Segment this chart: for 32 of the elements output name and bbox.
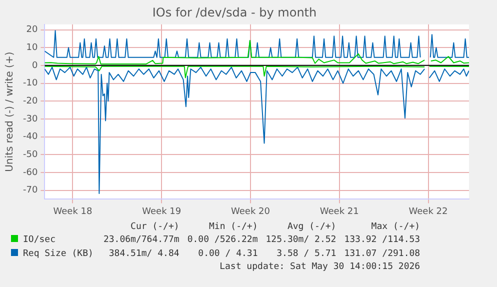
- x-tick-label: Week 21: [320, 206, 359, 217]
- legend-label: IO/sec: [23, 235, 56, 245]
- text: Min (-/+): [208, 221, 259, 233]
- legend-label: Req Size (KB): [23, 249, 94, 259]
- text: 0.00 / 4.31: [197, 248, 259, 261]
- y-tick-label: -30: [22, 114, 38, 124]
- y-tick-label: -60: [22, 168, 38, 178]
- x-tick-label: Week 20: [231, 206, 270, 217]
- x-tick-label: Week 22: [408, 206, 448, 217]
- text: 23.06m/764.77m: [102, 234, 180, 247]
- text: Cur (-/+): [130, 221, 180, 233]
- y-tick-label: -20: [22, 96, 38, 106]
- y-axis-title: Units read (-) / write (+): [4, 52, 16, 172]
- text: 3.58 / 5.71: [276, 248, 338, 261]
- y-tick-label: 10: [26, 42, 38, 53]
- y-tick-label: -10: [22, 78, 38, 89]
- chart-title: IOs for /dev/sda - by month: [152, 5, 317, 20]
- text: 133.92 /114.53: [343, 234, 422, 247]
- text: 384.51m/ 4.84: [108, 248, 180, 261]
- text: 0.00 /526.22m: [186, 234, 259, 247]
- text: Avg (-/+): [286, 221, 338, 233]
- text: Last update: Sat May 30 14:00:15 2026: [218, 261, 420, 273]
- y-tick-label: 0: [32, 60, 38, 71]
- y-tick-label: -70: [22, 186, 38, 196]
- y-tick-label: -50: [22, 150, 38, 160]
- x-tick-label: Week 19: [142, 206, 182, 217]
- y-tick-label: 20: [26, 25, 38, 36]
- y-tick-label: -40: [22, 132, 38, 142]
- text: 131.07 /291.08: [343, 248, 422, 261]
- text: Max (-/+): [370, 221, 422, 233]
- text: 125.30m/ 2.52: [264, 234, 338, 247]
- x-tick-label: Week 18: [53, 206, 92, 217]
